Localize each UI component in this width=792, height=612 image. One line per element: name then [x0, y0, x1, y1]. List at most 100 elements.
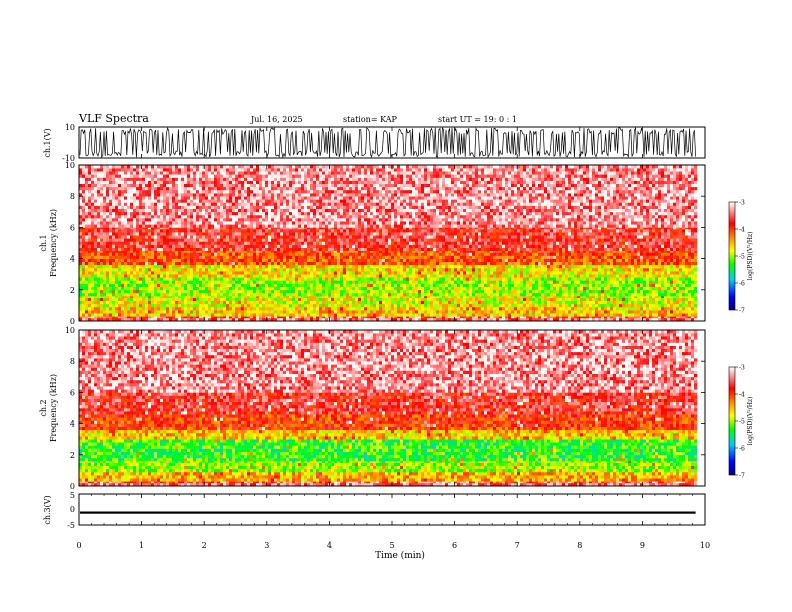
spectrogram-cell: [388, 274, 391, 277]
spectrogram-cell: [571, 290, 574, 293]
spectrogram-cell: [262, 307, 265, 310]
spectrogram-cell: [460, 287, 463, 290]
spectrogram-cell: [649, 287, 652, 290]
spectrogram-cell: [220, 252, 223, 255]
spectrogram-cell: [160, 293, 163, 296]
spectrogram-cell: [532, 252, 535, 255]
spectrogram-cell: [148, 271, 151, 274]
spectrogram-cell: [454, 259, 457, 262]
spectrogram-cell: [277, 252, 280, 255]
spectrogram-cell: [619, 284, 622, 287]
spectrogram-cell: [571, 268, 574, 271]
spectrogram-cell: [235, 298, 238, 301]
spectrogram-cell: [442, 290, 445, 293]
spectrogram-cell: [271, 271, 274, 274]
spectrogram-cell: [445, 293, 448, 296]
spectrogram-cell: [355, 298, 358, 301]
spectrogram-cell: [688, 274, 691, 277]
spectrogram-cell: [484, 290, 487, 293]
spectrogram-cell: [691, 304, 694, 307]
spectrogram-cell: [469, 313, 472, 316]
spectrogram-cell: [502, 313, 505, 316]
spectrogram-cell: [106, 313, 109, 316]
spectrogram-cell: [229, 293, 232, 296]
spectrogram-cell: [151, 268, 154, 271]
spectrogram-cell: [412, 256, 415, 259]
spectrogram-cell: [385, 259, 388, 262]
spectrogram-cell: [349, 304, 352, 307]
spectrogram-cell: [304, 304, 307, 307]
spectrogram-cell: [163, 284, 166, 287]
spectrogram-cell: [100, 287, 103, 290]
spectrogram-cell: [232, 280, 235, 283]
spectrogram-cell: [106, 252, 109, 255]
spectrogram-cell: [682, 262, 685, 265]
spectrogram-cell: [253, 256, 256, 259]
spectrogram-cell: [502, 252, 505, 255]
spectrogram-cell: [586, 268, 589, 271]
spectrogram-cell: [100, 259, 103, 262]
spectrogram-cell: [469, 274, 472, 277]
spectrogram-cell: [445, 265, 448, 268]
spectrogram-cell: [631, 271, 634, 274]
spectrogram-cell: [406, 298, 409, 301]
spectrogram-cell: [505, 274, 508, 277]
spectrogram-cell: [277, 310, 280, 313]
spectrogram-cell: [412, 274, 415, 277]
spectrogram-cell: [493, 284, 496, 287]
spectrogram-cell: [352, 284, 355, 287]
spectrogram-cell: [337, 313, 340, 316]
spectrogram-cell: [235, 304, 238, 307]
spectrogram-cell: [385, 252, 388, 255]
spectrogram-cell: [439, 304, 442, 307]
spectrogram-cell: [556, 287, 559, 290]
spectrogram-cell: [181, 313, 184, 316]
spectrogram-cell: [373, 271, 376, 274]
spectrogram-cell: [136, 313, 139, 316]
spectrogram-cell: [331, 298, 334, 301]
spectrogram-cell: [82, 259, 85, 262]
spectrogram-cell: [457, 271, 460, 274]
spectrogram-cell: [118, 252, 121, 255]
spectrogram-cell: [442, 284, 445, 287]
spectrogram-cell: [511, 313, 514, 316]
spectrogram-cell: [688, 268, 691, 271]
spectrogram-cell: [688, 265, 691, 268]
spectrogram-cell: [403, 307, 406, 310]
spectrogram-cell: [562, 310, 565, 313]
spectrogram-cell: [136, 280, 139, 283]
spectrogram-cell: [457, 268, 460, 271]
spectrogram-cell: [100, 248, 103, 251]
spectrogram-cell: [376, 256, 379, 259]
spectrogram-cell: [229, 301, 232, 304]
spectrogram-cell: [175, 304, 178, 307]
spectrogram-cell: [160, 268, 163, 271]
spectrogram-cell: [667, 284, 670, 287]
spectrogram-cell: [241, 310, 244, 313]
spectrogram-cell: [541, 265, 544, 268]
spectrogram-cell: [487, 252, 490, 255]
spectrogram-cell: [169, 271, 172, 274]
spectrogram-cell: [169, 284, 172, 287]
spectrogram-cell: [232, 284, 235, 287]
spectrogram-cell: [511, 252, 514, 255]
spectrogram-cell: [613, 268, 616, 271]
spectrogram-cell: [619, 304, 622, 307]
spectrogram-cell: [103, 252, 106, 255]
spectrogram-cell: [583, 262, 586, 265]
spectrogram-cell: [622, 313, 625, 316]
spectrogram-cell: [514, 290, 517, 293]
spectrogram-cell: [514, 298, 517, 301]
spectrogram-cell: [472, 277, 475, 280]
spectrogram-cell: [283, 307, 286, 310]
spectrogram-cell: [367, 293, 370, 296]
spectrogram-cell: [406, 274, 409, 277]
spectrogram-cell: [460, 277, 463, 280]
spectrogram-cell: [556, 280, 559, 283]
spectrogram-cell: [328, 307, 331, 310]
spectrogram-cell: [124, 268, 127, 271]
spectrogram-cell: [391, 268, 394, 271]
spectrogram-cell: [316, 304, 319, 307]
spectrogram-cell: [511, 268, 514, 271]
spectrogram-cell: [526, 313, 529, 316]
